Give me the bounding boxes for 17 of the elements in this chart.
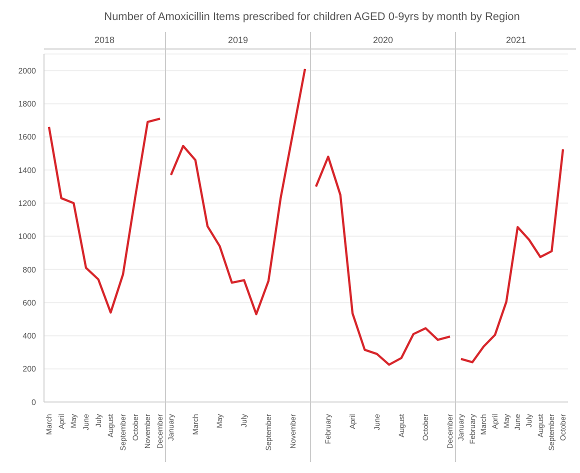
y-tick-label: 200 [22,364,37,374]
y-tick-label: 400 [22,332,37,341]
chart-subtitle: 2018 [44,32,165,50]
y-tick-label: 800 [22,265,37,274]
y-tick-label: 1400 [18,166,37,175]
chart-subtitle: 2021 [456,32,576,50]
y-tick-label: 600 [22,298,37,308]
chart-subtitle: 2019 [166,32,310,50]
y-tick-label: 2000 [18,66,37,76]
y-tick-label: 1000 [18,232,37,242]
text: Number of Amoxicillin Items prescribed for children AGED 0-9yrs by month by Region [103,10,521,25]
y-tick-label: 0 [32,398,37,407]
y-tick-label: 1800 [18,100,37,109]
line-series [48,118,162,314]
y-tick-label: 1200 [18,198,37,208]
y-tick-label: 1600 [18,132,37,142]
chart-subtitle: 2020 [311,32,455,50]
